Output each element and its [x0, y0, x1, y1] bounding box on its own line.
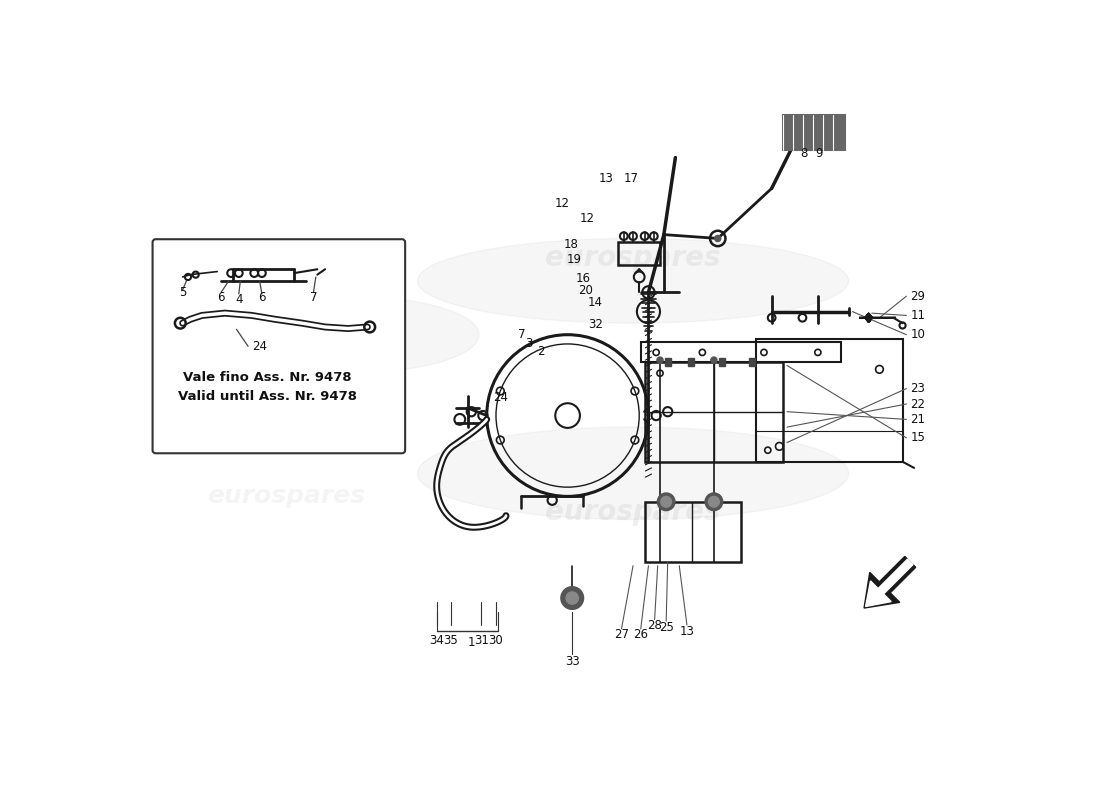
Circle shape — [715, 235, 720, 242]
Bar — [749, 358, 756, 366]
Bar — [783, 115, 845, 150]
Text: 8: 8 — [801, 147, 807, 160]
Text: 3: 3 — [526, 338, 532, 350]
Text: 33: 33 — [564, 655, 580, 669]
FancyBboxPatch shape — [153, 239, 405, 454]
Text: eurospares: eurospares — [199, 321, 374, 349]
Text: 28: 28 — [647, 619, 662, 632]
Text: 27: 27 — [614, 629, 629, 642]
Ellipse shape — [417, 427, 849, 519]
Bar — [757, 338, 902, 462]
Text: 4: 4 — [235, 293, 243, 306]
Text: 6: 6 — [258, 291, 266, 304]
Text: 34: 34 — [429, 634, 444, 647]
Text: 22: 22 — [911, 398, 925, 410]
Text: 29: 29 — [911, 290, 925, 302]
Text: 1: 1 — [468, 636, 475, 650]
Text: 31: 31 — [474, 634, 488, 647]
FancyArrow shape — [866, 559, 913, 606]
Text: eurospares: eurospares — [208, 485, 365, 509]
Circle shape — [566, 592, 579, 604]
Bar — [664, 358, 671, 366]
Text: 18: 18 — [564, 238, 579, 251]
Bar — [645, 502, 741, 562]
Bar — [618, 242, 660, 266]
Bar — [645, 362, 783, 462]
Text: 11: 11 — [911, 309, 925, 322]
Text: 25: 25 — [659, 621, 673, 634]
Text: eurospares: eurospares — [546, 244, 720, 272]
Text: 12: 12 — [554, 198, 570, 210]
Circle shape — [711, 357, 717, 363]
Text: 20: 20 — [578, 283, 593, 297]
Circle shape — [658, 494, 674, 510]
Text: 30: 30 — [488, 634, 504, 647]
Circle shape — [708, 496, 719, 507]
Text: 2: 2 — [537, 345, 544, 358]
Text: 16: 16 — [575, 272, 591, 285]
Text: 12: 12 — [580, 212, 594, 225]
Text: 26: 26 — [634, 629, 648, 642]
Bar — [640, 342, 842, 362]
Text: 7: 7 — [518, 328, 525, 341]
Circle shape — [661, 496, 671, 507]
Bar — [688, 358, 694, 366]
Bar — [718, 358, 725, 366]
Circle shape — [657, 357, 663, 363]
Text: 21: 21 — [911, 413, 925, 426]
Text: 17: 17 — [624, 172, 639, 185]
Text: 6: 6 — [218, 291, 224, 304]
Circle shape — [705, 494, 723, 510]
FancyArrow shape — [865, 557, 915, 608]
Text: 5: 5 — [179, 286, 186, 299]
Circle shape — [561, 587, 583, 609]
Ellipse shape — [217, 296, 478, 373]
Text: 35: 35 — [443, 634, 458, 647]
Text: 23: 23 — [911, 382, 925, 395]
Text: Vale fino Ass. Nr. 9478: Vale fino Ass. Nr. 9478 — [183, 370, 352, 383]
Text: 14: 14 — [587, 296, 603, 309]
Text: 7: 7 — [310, 291, 317, 304]
Text: 13: 13 — [680, 625, 694, 638]
Text: Valid until Ass. Nr. 9478: Valid until Ass. Nr. 9478 — [178, 390, 356, 403]
Text: 19: 19 — [566, 253, 581, 266]
Text: 13: 13 — [598, 172, 614, 185]
Text: 24: 24 — [493, 391, 508, 404]
Text: 32: 32 — [588, 318, 604, 331]
Text: 9: 9 — [815, 147, 823, 160]
Ellipse shape — [417, 238, 849, 323]
Text: 10: 10 — [911, 328, 925, 341]
Text: 15: 15 — [911, 431, 925, 444]
Text: eurospares: eurospares — [546, 498, 720, 526]
Text: 24: 24 — [252, 340, 267, 353]
